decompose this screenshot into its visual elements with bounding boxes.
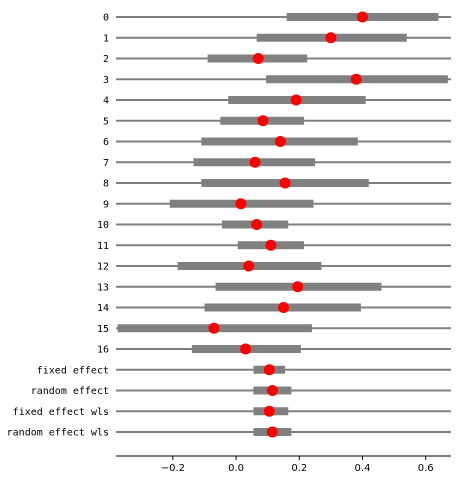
forest-row: 0 [103,11,451,24]
row-label: 13 [97,282,109,293]
estimate-point [325,32,337,44]
row-label: 4 [103,96,109,107]
row-label: 11 [97,241,109,252]
estimate-point [265,239,277,251]
forest-row: 8 [103,177,451,190]
row-label: 3 [103,75,109,86]
forest-row: 2 [103,53,451,65]
forest-row: 15 [97,322,451,335]
forest-row: 12 [97,260,451,273]
estimate-point [240,343,252,355]
estimate-point [279,177,291,189]
x-tick-label: 0.6 [418,463,434,474]
row-label: 15 [97,324,109,335]
row-label: 1 [103,33,109,44]
estimate-point [266,426,278,438]
forest-row: 4 [103,94,451,107]
row-label: 7 [103,158,109,169]
forest-row: 14 [97,302,451,314]
x-tick-label: 0.2 [291,463,307,474]
x-tick-label: −0.2 [161,463,185,474]
forest-row: 3 [103,73,451,86]
estimate-point [252,53,264,64]
row-label: 8 [103,179,109,190]
forest-row: 13 [97,281,451,293]
forest-row: fixed effect [37,364,451,376]
estimate-point [357,11,369,23]
estimate-point [278,302,289,313]
row-label: 0 [103,13,109,24]
forest-row: 11 [97,239,451,252]
row-label: fixed effect [37,365,109,376]
forest-row: 5 [103,115,451,127]
estimate-point [257,115,269,127]
estimate-point [208,322,220,334]
estimate-point [274,136,286,147]
forest-row: 1 [103,32,451,44]
x-axis: −0.2 0.0 0.2 0.4 0.6 [116,455,451,474]
forest-row: 10 [97,219,451,231]
row-label: 16 [97,345,109,356]
forest-row: 9 [103,198,451,210]
forest-row: fixed effect wls [13,405,451,418]
x-tick-label: 0.4 [355,463,371,474]
forest-row: 16 [97,343,451,356]
forest-row: 6 [103,136,451,148]
estimate-point [263,405,275,417]
forest-row: 7 [103,156,451,169]
estimate-point [350,73,362,85]
row-label: random effect wls [7,428,109,439]
row-label: fixed effect wls [13,407,109,418]
estimate-point [290,94,302,106]
row-label: 5 [103,116,109,127]
forest-row: random effect [31,385,451,397]
row-label: 2 [103,54,109,65]
estimate-point [251,219,263,230]
row-label: 10 [97,220,109,231]
estimate-point [266,385,278,396]
estimate-point [249,156,261,168]
x-tick-label: 0.0 [228,463,244,474]
estimate-point [292,281,304,293]
estimate-point [263,364,275,376]
row-label: 12 [97,262,109,273]
forest-row: random effect wls [7,426,451,439]
estimate-point [243,260,255,272]
row-label: 6 [103,137,109,148]
estimate-point [235,198,247,210]
row-label: random effect [31,386,109,397]
row-label: 14 [97,303,109,314]
row-label: 9 [103,199,109,210]
